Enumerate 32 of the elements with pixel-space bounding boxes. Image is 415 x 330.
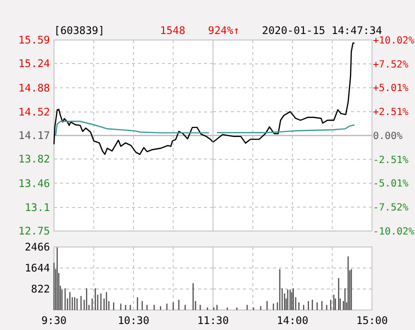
y-tick-label: 12.75 — [18, 226, 50, 238]
text: 2020-01-15 14:47:34 — [262, 25, 382, 37]
y-tick-label: 1644 — [24, 262, 50, 275]
y-tick-label: 14.17 — [18, 130, 50, 142]
x-tick-label: 15:00 — [356, 315, 388, 327]
y-tick-label: +10.02% — [373, 35, 414, 46]
text: 1548 — [160, 25, 186, 37]
text: 924%↑ — [208, 25, 240, 37]
y-tick-label: 822 — [31, 284, 50, 296]
y-tick-label: 13.1 — [24, 202, 50, 214]
x-tick-label: 14:00 — [276, 315, 308, 327]
y-tick-label: -7.52% — [373, 202, 408, 214]
y-tick-label: +5.01% — [373, 83, 408, 94]
y-tick-label: -10.02% — [373, 226, 414, 238]
y-tick-label: -5.01% — [373, 178, 408, 190]
chart-title: [603839] — [54, 25, 105, 37]
y-tick-label: 15.24 — [18, 58, 50, 70]
x-tick-label: 9:30 — [41, 315, 67, 327]
y-tick-label: 2466 — [24, 242, 50, 254]
x-tick-label: 10:30 — [118, 315, 150, 327]
y-tick-label: 13.46 — [18, 178, 50, 190]
y-tick-label: +7.52% — [373, 59, 408, 70]
y-tick-label: 13.82 — [18, 154, 50, 166]
y-tick-label: 15.59 — [18, 34, 50, 47]
line-series — [216, 124, 356, 134]
y-tick-label: 0.00% — [373, 130, 403, 142]
line-series — [54, 120, 210, 136]
y-tick-label: 14.52 — [18, 106, 50, 119]
y-tick-label: -2.51% — [373, 154, 408, 166]
x-tick-label: 11:30 — [197, 315, 229, 327]
y-tick-label: +2.51% — [373, 107, 408, 118]
y-tick-label: 14.88 — [18, 82, 50, 94]
